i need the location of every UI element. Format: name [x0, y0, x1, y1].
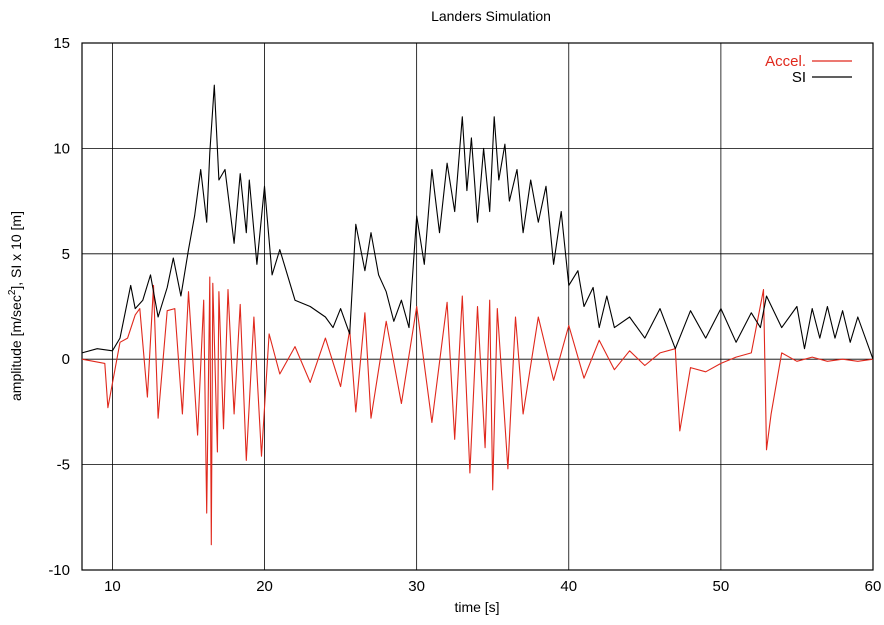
x-axis-label: time [s] — [454, 599, 499, 615]
series-line-si — [81, 84, 874, 360]
legend: Accel. SI — [765, 53, 852, 86]
legend-label-si: SI — [792, 69, 806, 86]
series-line-accel — [81, 276, 874, 546]
y-tick-label: 15 — [53, 35, 70, 52]
x-tick-label: 30 — [408, 578, 425, 595]
plot-frame — [81, 42, 874, 571]
x-axis-ticks: 10 20 30 40 50 60 — [104, 578, 881, 595]
y-axis-label-part-1: amplitude [m/sec — [8, 295, 24, 401]
y-tick-label: 0 — [62, 351, 70, 368]
x-tick-label: 20 — [256, 578, 273, 595]
x-tick-label: 10 — [104, 578, 121, 595]
x-tick-label: 40 — [560, 578, 577, 595]
x-tick-label: 50 — [713, 578, 730, 595]
x-tick-label: 60 — [865, 578, 882, 595]
y-axis-label-superscript: 2 — [7, 289, 18, 295]
chart-title: Landers Simulation — [431, 8, 551, 24]
y-tick-label: 5 — [62, 246, 70, 263]
y-axis-label: amplitude [m/sec2], SI x 10 [m] — [7, 211, 24, 401]
y-axis-ticks: -10 -5 0 5 10 15 — [48, 35, 70, 579]
series-layer — [81, 84, 874, 546]
legend-label-accel: Accel. — [765, 53, 806, 70]
y-axis-label-part-2: ], SI x 10 [m] — [8, 211, 24, 290]
y-tick-label: -5 — [57, 457, 70, 474]
y-tick-label: 10 — [53, 140, 70, 157]
y-tick-label: -10 — [48, 562, 70, 579]
